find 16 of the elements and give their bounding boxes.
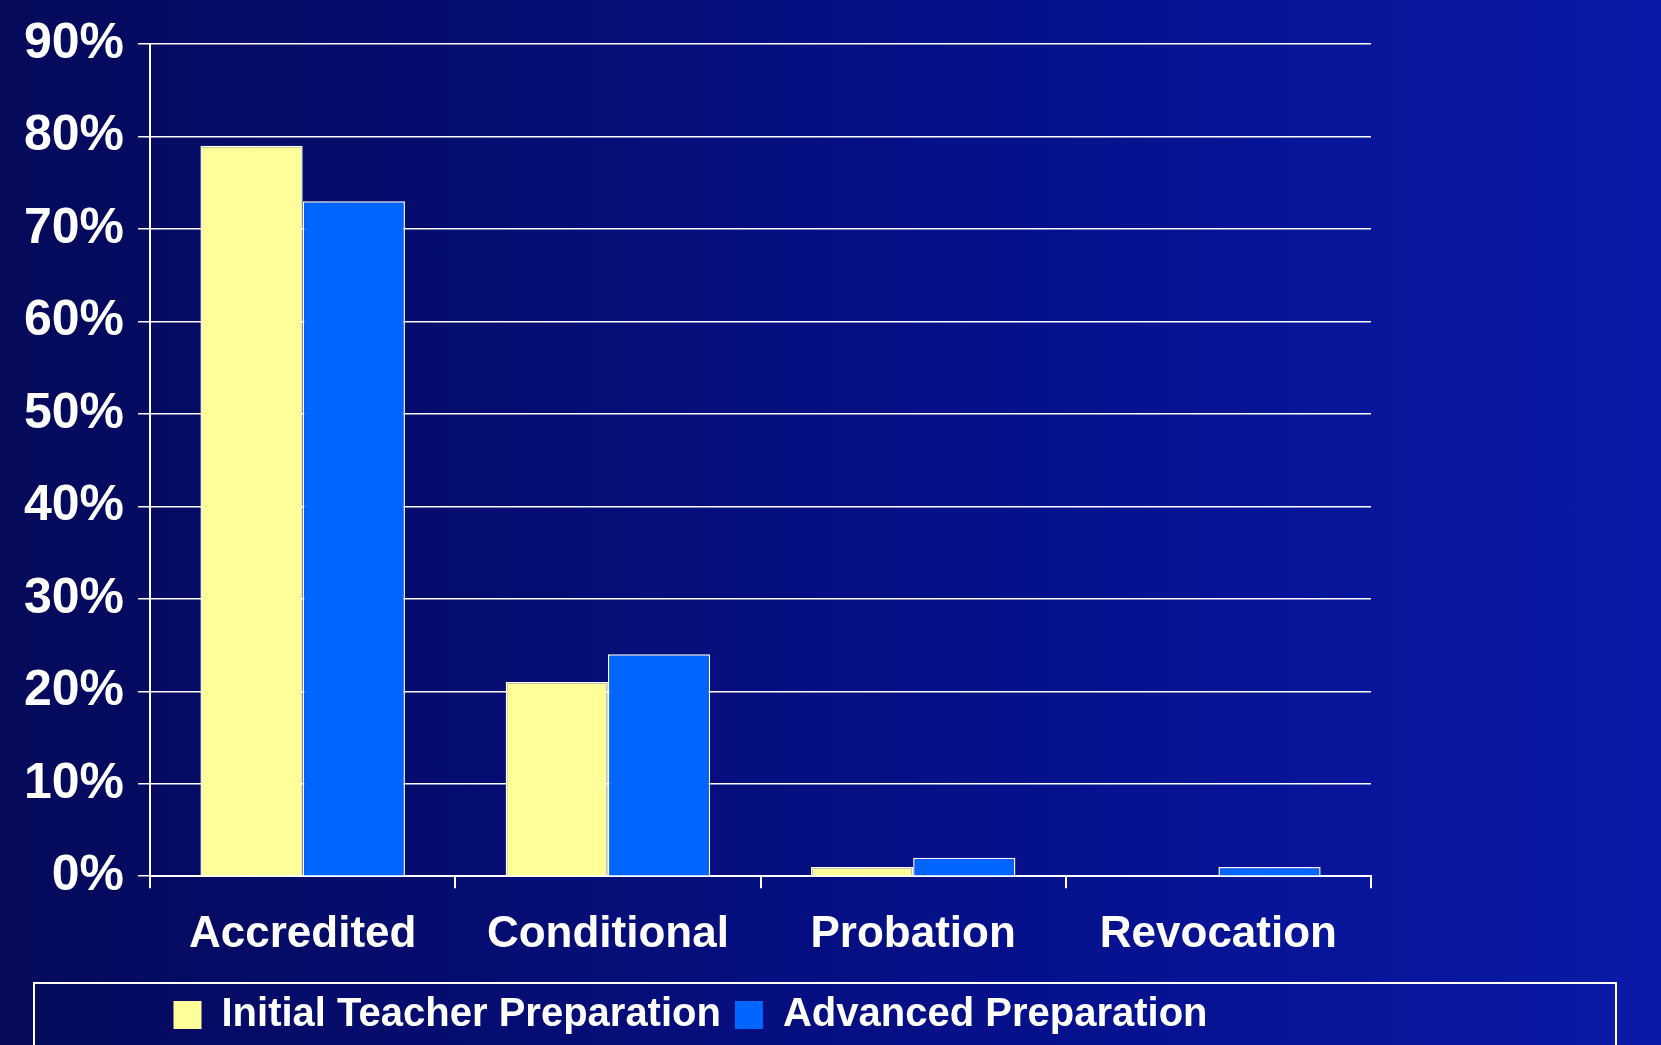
x-tick-label: Accredited: [188, 906, 417, 956]
y-tick-label: 0%: [51, 844, 125, 901]
legend-label: Advanced Preparation: [782, 990, 1208, 1035]
x-tick-label: Revocation: [1099, 906, 1337, 956]
y-tick-label: 10%: [24, 752, 125, 809]
y-tick-label: 90%: [24, 12, 125, 69]
y-tick-label: 80%: [24, 105, 125, 162]
legend-label: Initial Teacher Preparation: [221, 990, 721, 1035]
y-tick-label: 70%: [24, 197, 125, 254]
x-tick-label: Probation: [810, 906, 1016, 956]
y-tick-label: 40%: [24, 475, 125, 532]
y-tick-label: 20%: [24, 660, 125, 717]
y-tick-label: 30%: [24, 567, 125, 624]
y-tick-label: 60%: [24, 290, 125, 347]
x-tick-label: Conditional: [486, 906, 729, 956]
y-tick-label: 50%: [24, 382, 125, 439]
